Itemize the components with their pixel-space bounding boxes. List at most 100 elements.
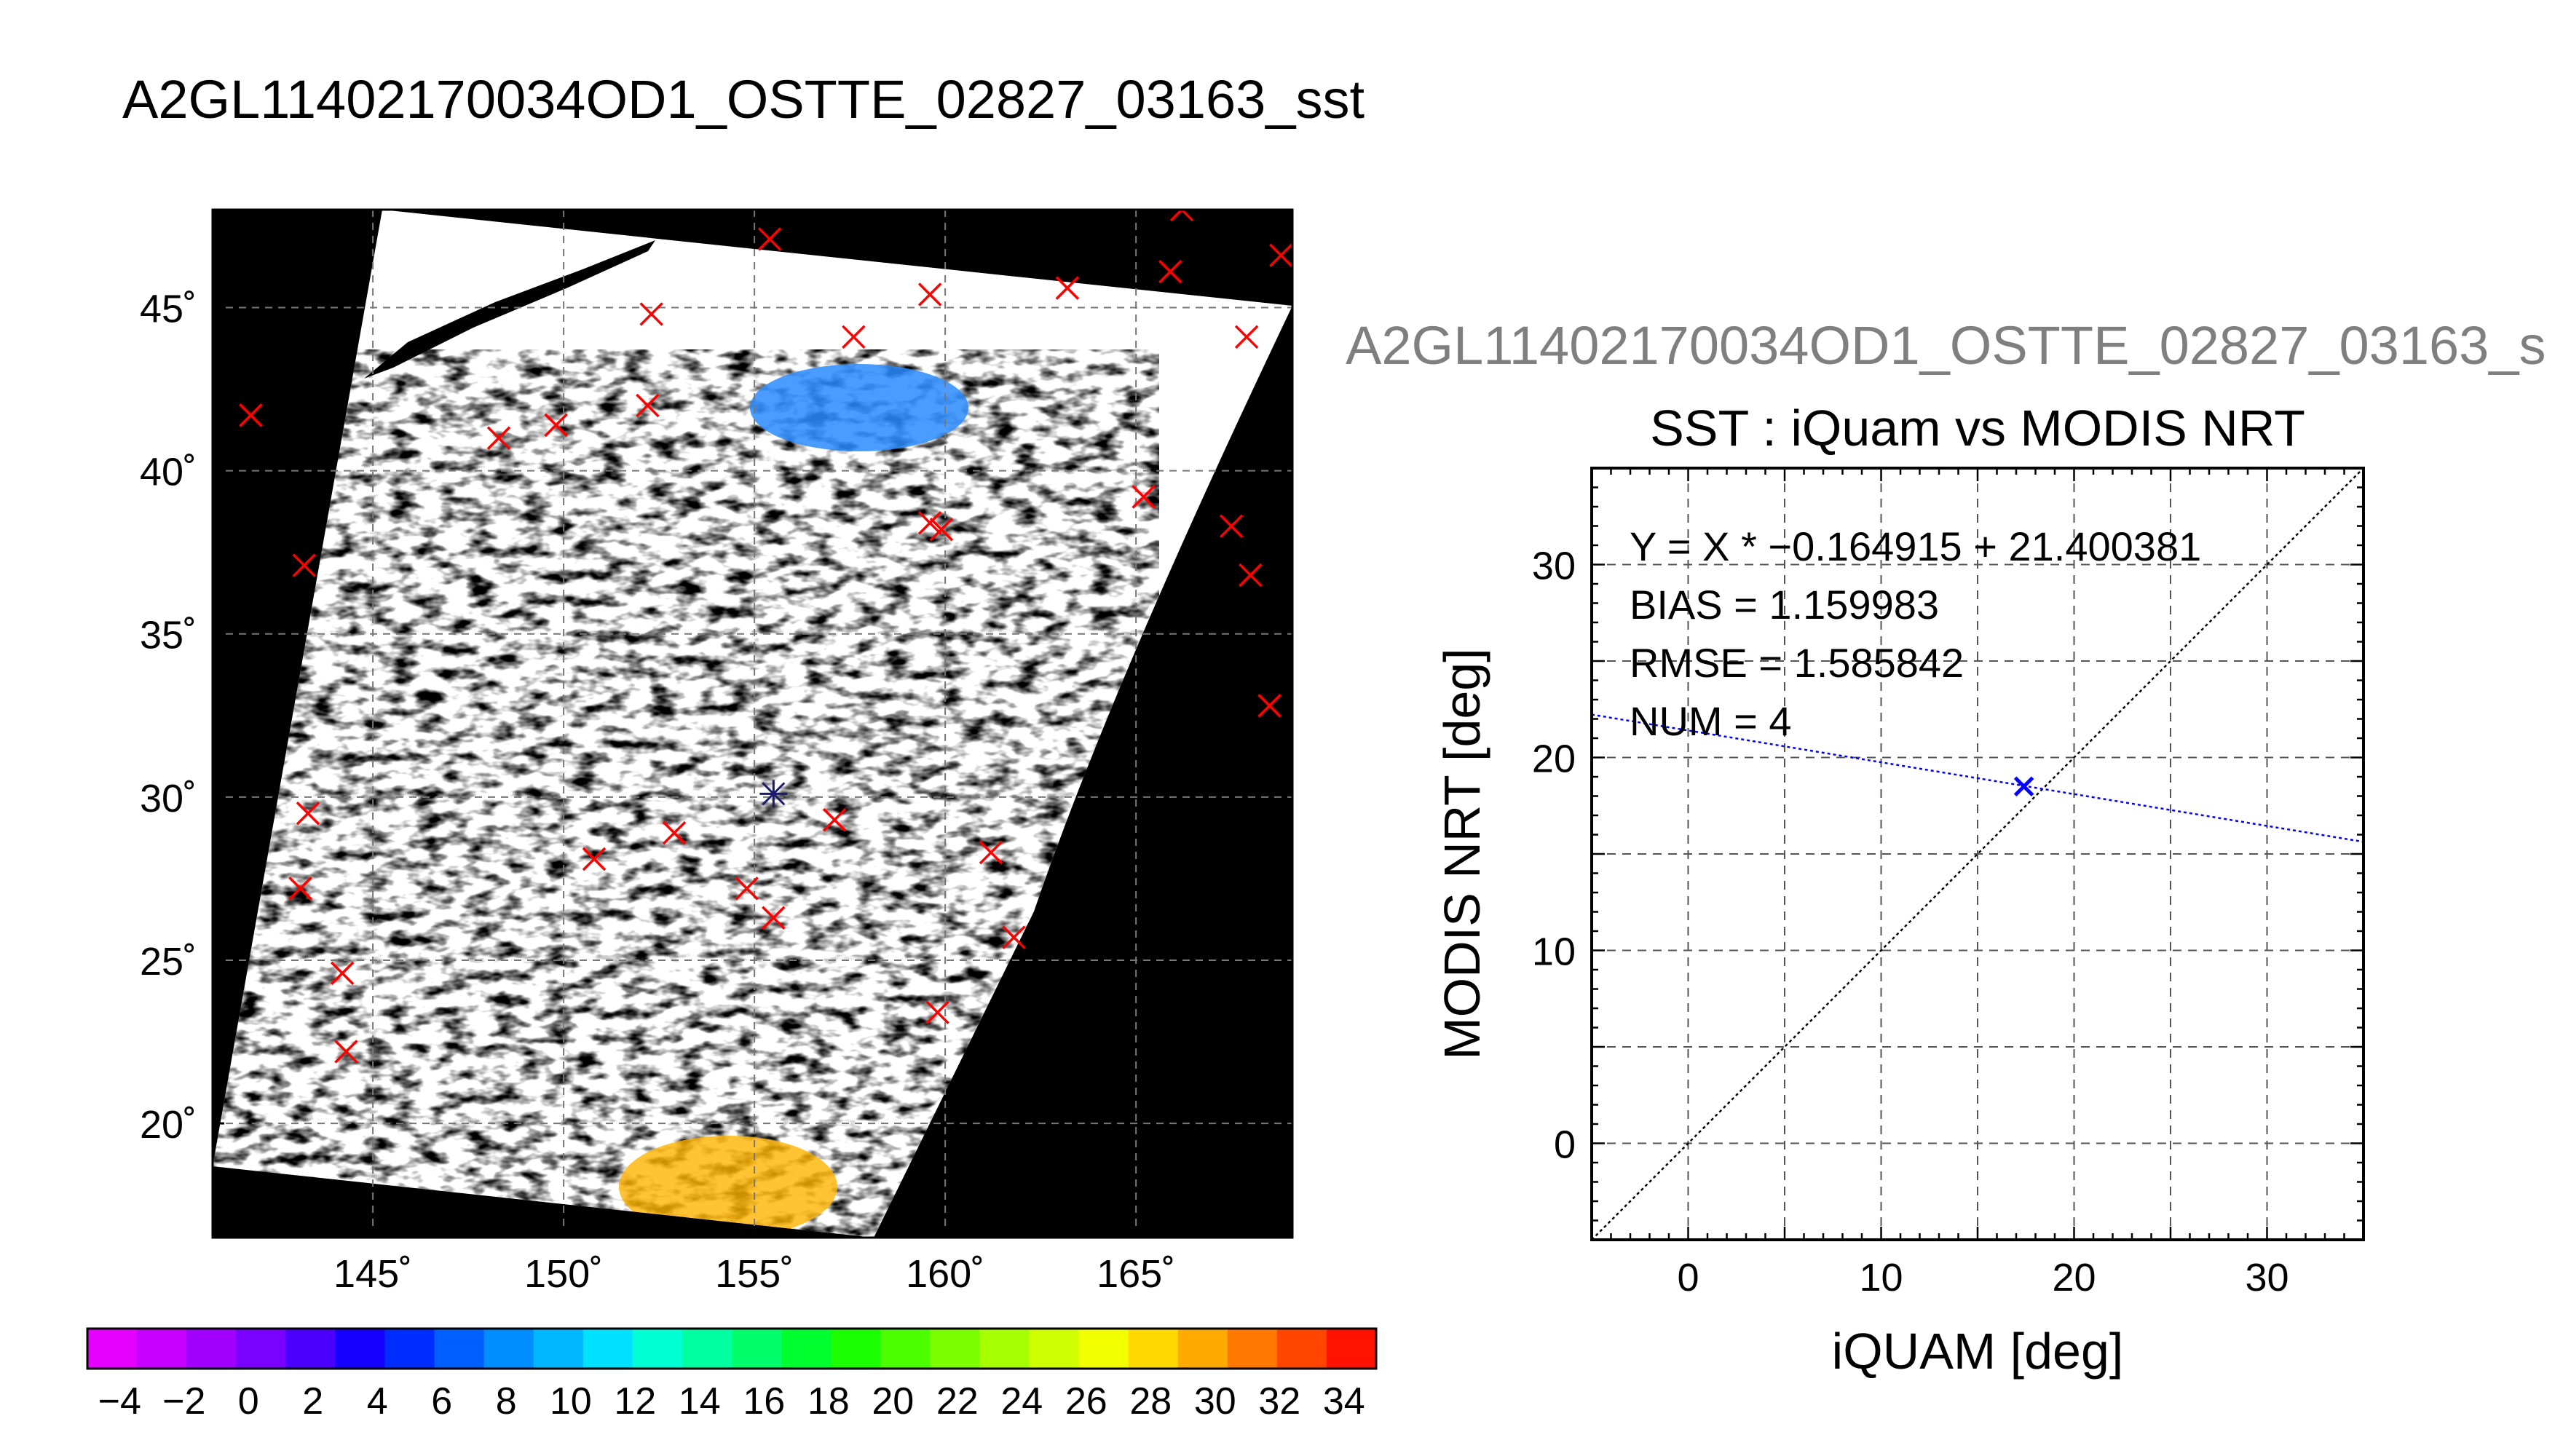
map-y-tick-label: 25˚ xyxy=(140,940,197,984)
map-y-tick-label: 35˚ xyxy=(140,614,197,657)
map-marker xyxy=(636,393,660,418)
map-marker xyxy=(582,847,607,871)
map-center-marker xyxy=(759,780,788,808)
map-grid xyxy=(213,210,1292,1238)
colorbar-cell xyxy=(1177,1329,1228,1369)
colorbar-cell xyxy=(87,1329,138,1369)
map-x-tick-label: 155˚ xyxy=(715,1252,794,1296)
map-marker xyxy=(1132,485,1156,509)
map-marker-stroke xyxy=(582,847,607,871)
figure-title: A2GL11402170034OD1_OSTTE_02827_03163_sst xyxy=(122,69,1365,130)
colorbar-tick-label: 20 xyxy=(872,1380,914,1423)
colorbar-tick-label: 30 xyxy=(1194,1380,1236,1423)
colorbar: −4 −2 0 2 4 6 8 10 12 14 16 18 20 22 24 26 28 30 32 34 xyxy=(86,1327,1378,1423)
colorbar-cell xyxy=(384,1329,435,1369)
colorbar-cell xyxy=(979,1329,1030,1369)
colorbar-cell xyxy=(682,1329,732,1369)
map-marker xyxy=(735,877,759,901)
map-marker-stroke xyxy=(979,840,1003,865)
map-marker xyxy=(917,282,942,306)
colorbar-cell xyxy=(186,1329,237,1369)
map-marker-stroke xyxy=(1180,210,1194,222)
map-marker-stroke xyxy=(822,807,847,832)
map-marker-stroke xyxy=(486,426,511,451)
map-y-tick-label: 20˚ xyxy=(140,1103,197,1147)
map-x-tick-labels: 145˚ 150˚ 155˚ 160˚ 165˚ xyxy=(333,1226,1175,1296)
colorbar-cell xyxy=(236,1329,286,1369)
map-marker xyxy=(544,413,568,438)
map-marker xyxy=(330,961,355,986)
colorbar-tick-label: 0 xyxy=(238,1380,259,1423)
map-marker-stroke xyxy=(544,413,568,438)
colorbar-cell xyxy=(285,1329,336,1369)
scatter-y-tick-label: 10 xyxy=(1532,930,1576,974)
map-marker-stroke xyxy=(917,511,942,535)
map-marker-stroke xyxy=(288,877,312,901)
scatter-y-tick-label: 30 xyxy=(1532,545,1576,588)
map-marker-stroke xyxy=(762,906,786,930)
colorbar-cell xyxy=(533,1329,584,1369)
colorbar-cell xyxy=(583,1329,633,1369)
colorbar-cell xyxy=(335,1329,386,1369)
colorbar-cell xyxy=(1128,1329,1179,1369)
colorbar-cell xyxy=(1078,1329,1129,1369)
scatter-y-tick-label: 0 xyxy=(1554,1123,1576,1167)
colorbar-cell xyxy=(732,1329,782,1369)
colorbar-tick-label: 16 xyxy=(743,1380,785,1423)
colorbar-tick-labels: −4 −2 0 2 4 6 8 10 12 14 16 18 20 22 24 26 28 30 32 34 xyxy=(98,1380,1365,1423)
colorbar-tick-label: 6 xyxy=(431,1380,452,1423)
colorbar-tick-label: 18 xyxy=(807,1380,850,1423)
scatter-x-tick-label: 30 xyxy=(2245,1256,2289,1299)
map-marker-stroke xyxy=(292,553,317,577)
colorbar-cell xyxy=(930,1329,980,1369)
map-marker-stroke xyxy=(757,227,782,251)
scatter-point-stroke xyxy=(2013,776,2034,797)
map-marker-stroke xyxy=(1234,325,1259,349)
colorbar-tick-label: 22 xyxy=(936,1380,979,1423)
map-marker xyxy=(1219,514,1244,539)
scatter-lines xyxy=(1592,468,2364,1240)
colorbar-tick-label: 24 xyxy=(1000,1380,1043,1423)
colorbar-cell xyxy=(1227,1329,1278,1369)
fit-equation: Y = X * −0.164915 + 21.400381 xyxy=(1630,523,2201,569)
overlay-title: A2GL11402170034OD1_OSTTE_02827_03163_s xyxy=(1346,315,2546,376)
y-axis-label: MODIS NRT [deg] xyxy=(1434,648,1490,1059)
map-marker-stroke xyxy=(334,1040,358,1064)
colorbar-cell xyxy=(483,1329,534,1369)
map-marker xyxy=(296,802,320,826)
scatter-x-tick-label: 0 xyxy=(1677,1256,1699,1299)
map-marker xyxy=(757,227,782,251)
scatter-title: SST : iQuam vs MODIS NRT xyxy=(1650,400,2305,456)
map-marker-stroke xyxy=(636,393,660,418)
colorbar-tick-label: −2 xyxy=(162,1380,205,1423)
map-marker xyxy=(639,302,663,326)
colorbar-cell xyxy=(831,1329,881,1369)
map-marker xyxy=(979,840,1003,865)
colorbar-tick-label: 34 xyxy=(1323,1380,1365,1423)
colorbar-cell xyxy=(781,1329,832,1369)
map-marker-stroke xyxy=(1158,259,1182,284)
colorbar-cells xyxy=(87,1329,1377,1369)
map-marker xyxy=(1169,210,1194,222)
map-x-tick-label: 145˚ xyxy=(333,1252,412,1296)
map-marker xyxy=(762,906,786,930)
map-marker xyxy=(822,807,847,832)
x-axis-label: iQUAM [deg] xyxy=(1832,1323,2124,1380)
map-marker-stroke xyxy=(1239,563,1263,587)
map-marker xyxy=(842,325,866,349)
map-marker xyxy=(1002,925,1026,949)
map-marker xyxy=(288,877,312,901)
fit-line xyxy=(1592,713,2364,843)
map-marker-stroke xyxy=(1269,243,1292,267)
map-marker-stroke xyxy=(1219,514,1244,539)
map-marker xyxy=(486,426,511,451)
scatter-grid xyxy=(1592,468,2364,1240)
colorbar-cell xyxy=(880,1329,931,1369)
colorbar-tick-label: 4 xyxy=(367,1380,388,1423)
scatter-x-tick-label: 20 xyxy=(2052,1256,2096,1299)
stats-annotations: Y = X * −0.164915 + 21.400381 BIAS = 1.1… xyxy=(1630,523,2201,744)
scatter-points xyxy=(2013,776,2034,797)
map-marker-stroke xyxy=(239,403,263,427)
colorbar-tick-label: 32 xyxy=(1258,1380,1300,1423)
